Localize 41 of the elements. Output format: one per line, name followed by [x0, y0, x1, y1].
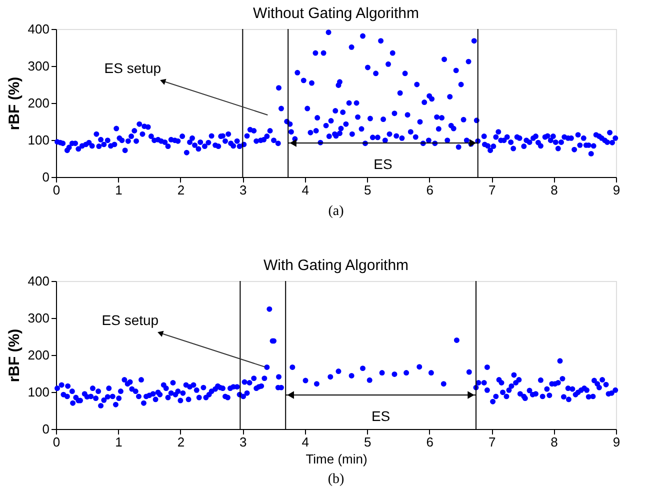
y-axis-title: rBF (%) — [6, 76, 23, 130]
x-tick-label: 9 — [612, 182, 620, 198]
x-tick-label: 9 — [612, 434, 620, 450]
text: (a) — [328, 204, 344, 219]
x-tick-label: 4 — [302, 182, 310, 198]
y-tick-label: 0 — [42, 422, 50, 436]
x-tick-label: 1 — [115, 434, 122, 450]
x-tick-label: 7 — [488, 434, 496, 450]
text: (b) — [328, 472, 344, 487]
chart-title: With Gating Algorithm — [263, 257, 409, 274]
x-tick-label: 0 — [52, 182, 60, 198]
annotation: ES — [374, 156, 392, 172]
x-tick-label: 5 — [364, 182, 372, 198]
y-tick-label: 100 — [28, 384, 50, 400]
y-tick-label: 200 — [28, 96, 50, 110]
x-tick-label: 2 — [177, 434, 185, 450]
x-tick-label: 6 — [426, 434, 434, 450]
y-axis-title: rBF (%) — [6, 328, 23, 382]
x-tick-label: 2 — [177, 182, 185, 198]
y-tick-label: 200 — [28, 348, 50, 362]
y-tick-label: 100 — [28, 132, 50, 148]
x-axis-title: Time (min) — [306, 452, 368, 466]
x-tick-label: 5 — [364, 434, 372, 450]
x-tick-label: 8 — [550, 182, 558, 198]
x-tick-label: 6 — [426, 182, 434, 198]
y-tick-label: 400 — [28, 274, 50, 288]
x-tick-label: 3 — [240, 434, 247, 450]
y-tick-label: 300 — [28, 310, 50, 326]
x-tick-label: 8 — [550, 434, 558, 450]
x-tick-label: 4 — [302, 434, 310, 450]
x-tick-label: 0 — [52, 434, 60, 450]
y-tick-label: 300 — [28, 58, 50, 74]
x-tick-label: 7 — [488, 182, 496, 198]
annotation: ES setup — [104, 60, 162, 76]
x-tick-label: 3 — [240, 182, 247, 198]
annotation: ES — [371, 408, 390, 424]
y-tick-label: 0 — [42, 170, 50, 184]
chart-title: Without Gating Algorithm — [253, 5, 419, 22]
x-tick-label: 1 — [115, 182, 122, 198]
annotation: ES setup — [102, 312, 159, 328]
y-tick-label: 400 — [28, 22, 50, 36]
